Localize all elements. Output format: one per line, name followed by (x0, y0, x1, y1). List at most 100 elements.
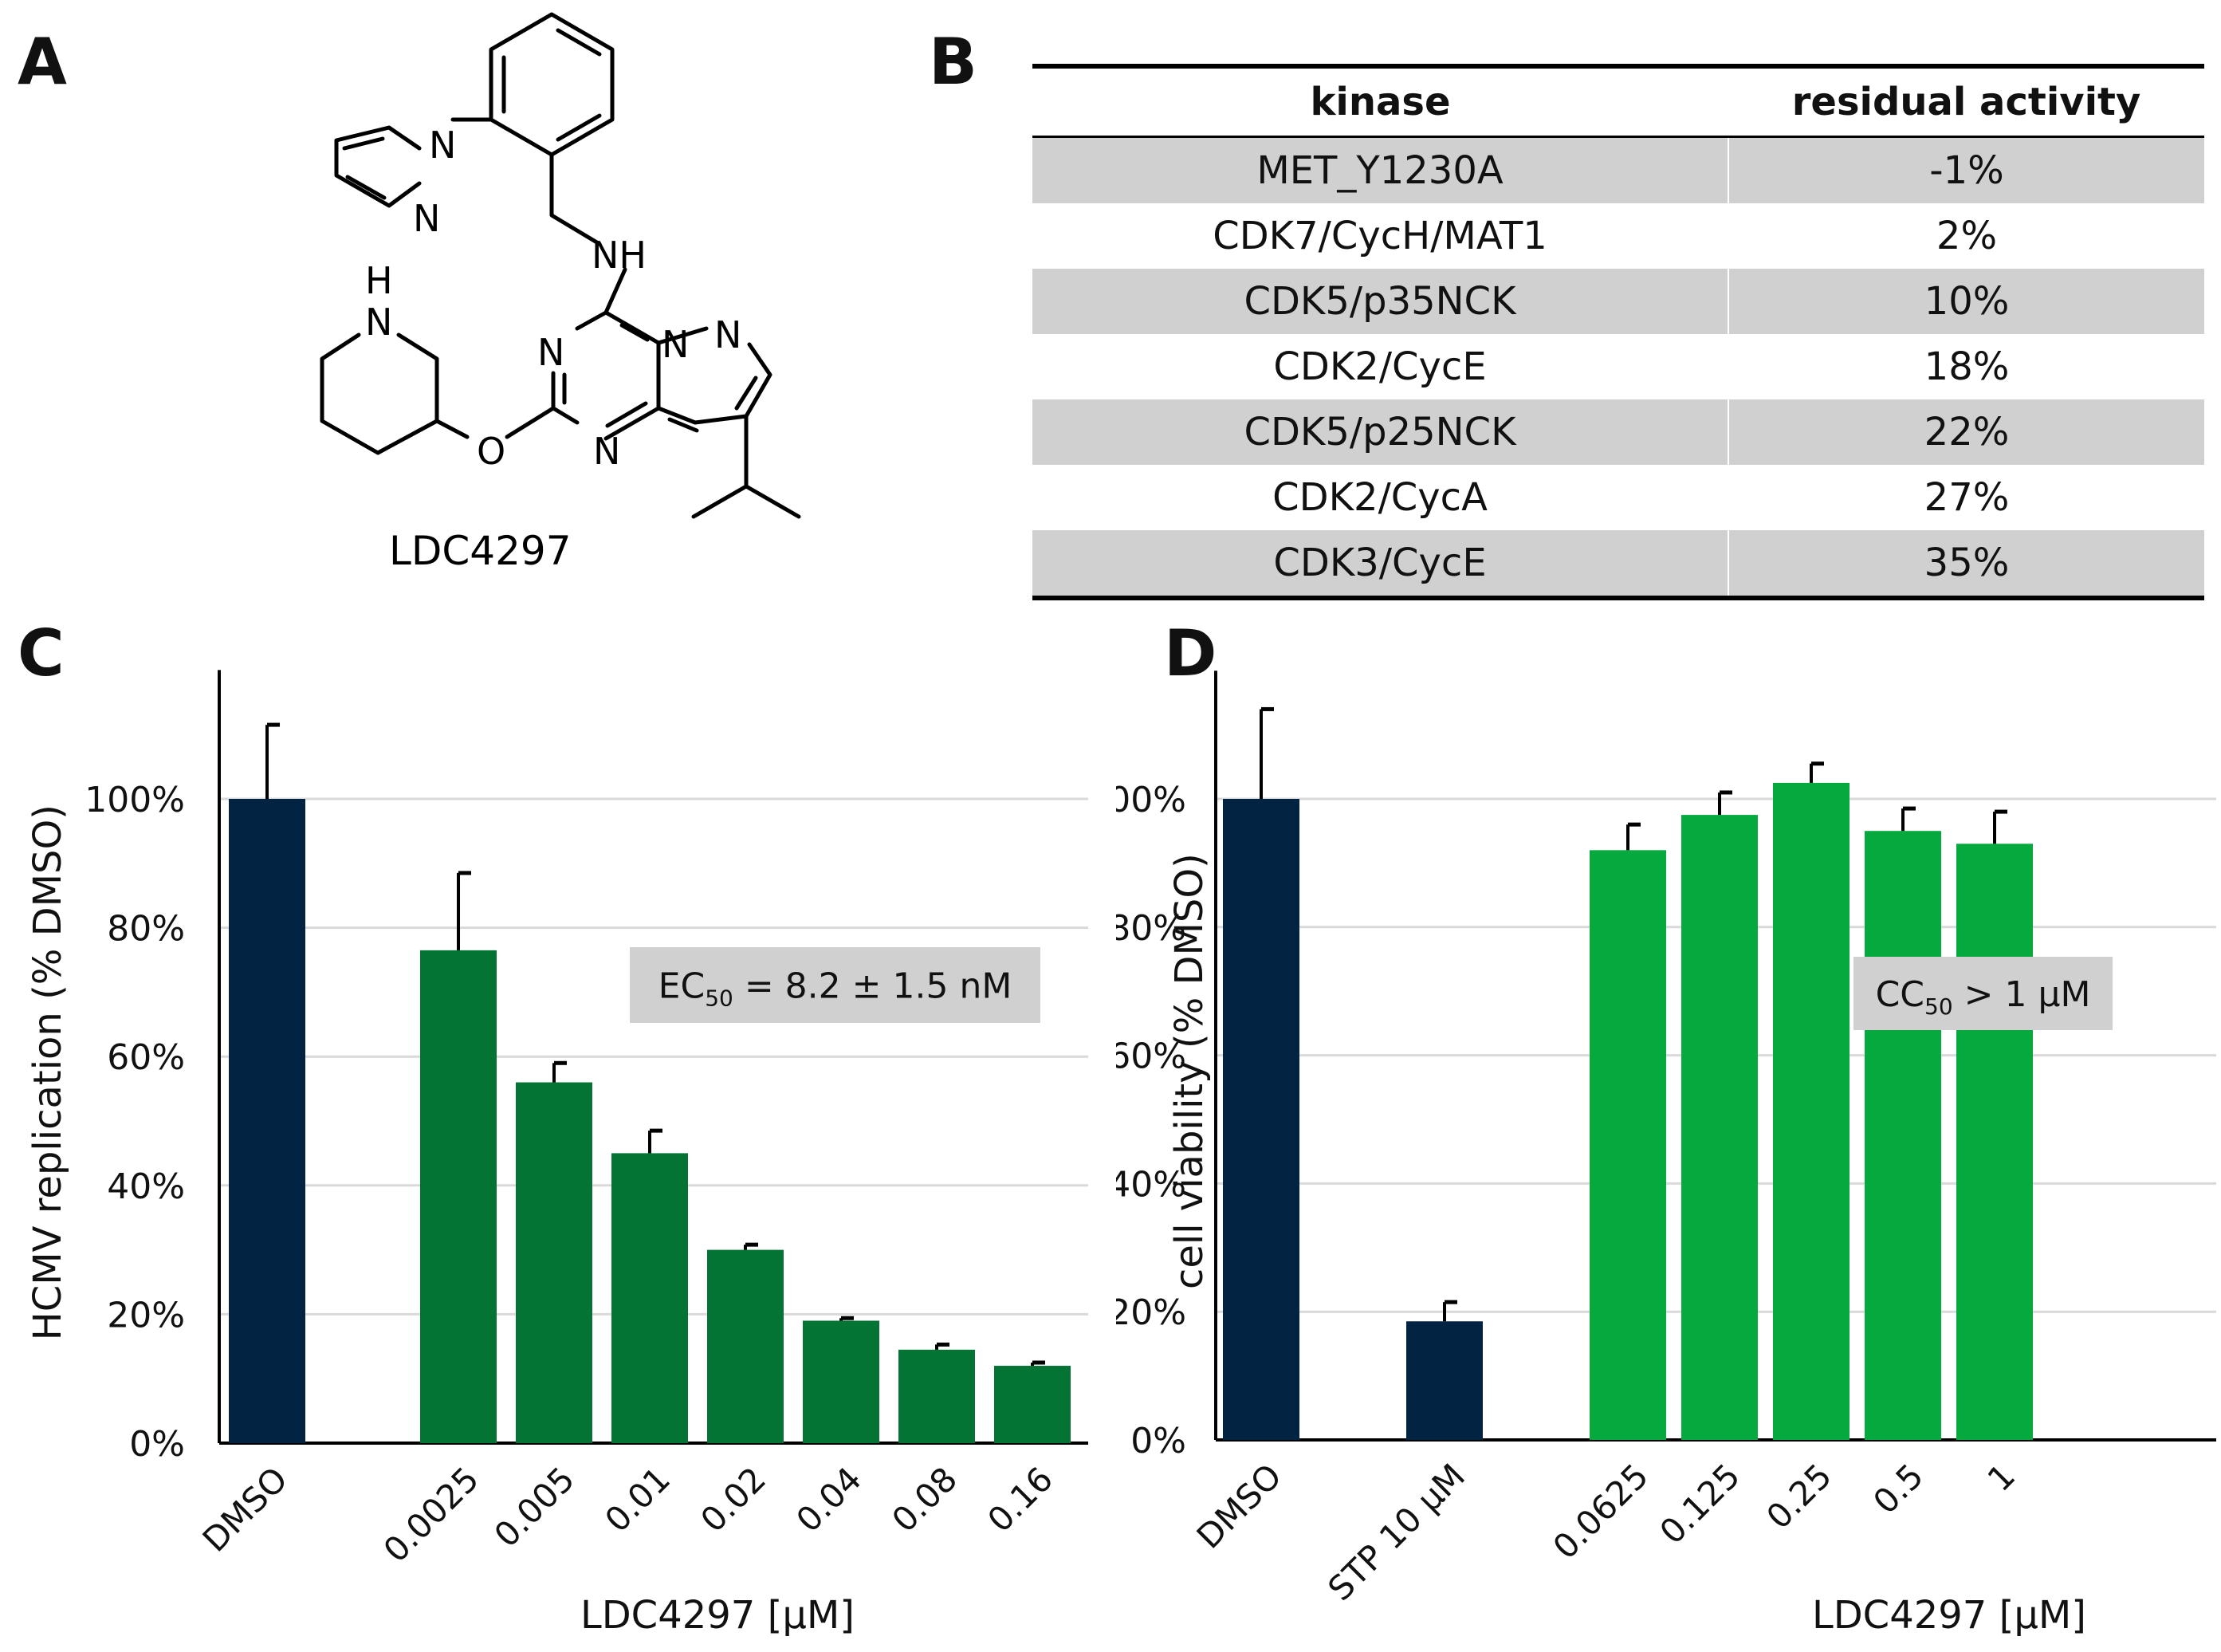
kinase-cell: MET_Y1230A (1032, 136, 1729, 203)
compound-name: LDC4297 (389, 528, 572, 574)
x-tick-label: 0.02 (693, 1459, 773, 1540)
table-row: CDK3/CycE 35% (1032, 530, 2204, 600)
fused-pyrazole-double-bonds (667, 376, 758, 433)
annotation-text: CC50 > 1 µM (1876, 974, 2091, 1020)
activity-cell: 18% (1924, 344, 2010, 389)
table-row: CDK5/p35NCK 10% (1032, 269, 2204, 334)
activity-cell: 27% (1924, 475, 2010, 520)
nh-triazine-bond (603, 267, 627, 315)
y-tick-label: 80% (107, 909, 185, 950)
x-tick-label: 0.125 (1652, 1456, 1747, 1552)
kinase-cell: CDK5/p25NCK (1032, 399, 1729, 465)
activity-cell: 22% (1728, 399, 2204, 465)
table-row: CDK2/CycA 27% (1032, 465, 2204, 530)
x-tick-label: 0.01 (597, 1459, 678, 1540)
x-tick-label: 0.04 (788, 1459, 869, 1540)
benzene-ring (489, 12, 615, 157)
triazine-inner-bonds (562, 323, 650, 428)
ether-bonds (434, 406, 556, 439)
x-tick-label: 0.0625 (1546, 1456, 1657, 1567)
isopropyl-group (691, 414, 801, 519)
bar (1406, 1321, 1483, 1440)
activity-cell: 35% (1728, 530, 2204, 600)
chart-hcmv-replication: 0%20%40%60%80%100%DMSO 0.0025 0.005 0.01 0.0… (26, 670, 1088, 1638)
panel-label-a: A (18, 25, 67, 99)
piperidine-ring (320, 332, 439, 455)
y-tick-label: 0% (1130, 1421, 1186, 1461)
kinase-table: kinase residual activity MET_Y1230A -1% … (1032, 64, 2204, 600)
y-tick-label: 20% (107, 1295, 185, 1335)
table-row: CDK2/CycE 18% (1032, 334, 2204, 399)
activity-cell: 2% (1936, 214, 1998, 258)
y-tick-label: 100% (1116, 780, 1186, 820)
atom-h: H (365, 259, 393, 302)
x-axis-label: LDC4297 [µM] (1812, 1593, 2086, 1638)
bar (611, 1153, 688, 1443)
x-tick-label: 0.16 (980, 1459, 1060, 1540)
table-header-row: kinase residual activity (1032, 64, 2204, 138)
x-tick-label: 0.08 (884, 1459, 965, 1540)
atom-n-triazine-1: N (537, 331, 564, 374)
bar (803, 1320, 879, 1443)
y-tick-label: 0% (129, 1424, 185, 1465)
x-tick-label: DMSO (1189, 1456, 1289, 1556)
x-tick-label: STP 10 µM (1320, 1456, 1472, 1608)
bar (1590, 850, 1666, 1440)
x-tick-label: 0.25 (1759, 1456, 1839, 1536)
x-axis-label: LDC4297 [µM] (580, 1593, 855, 1638)
y-axis-label: HCMV replication (% DMSO) (26, 804, 70, 1340)
kinase-cell: CDK3/CycE (1032, 530, 1729, 600)
panel-label-c: C (18, 616, 65, 690)
kinase-cell: CDK5/p35NCK (1032, 269, 1729, 334)
pyrazole-ring (334, 125, 422, 208)
y-tick-label: 40% (1116, 1164, 1186, 1205)
atom-n2: N (413, 197, 440, 240)
y-tick-label: 100% (85, 780, 185, 820)
activity-cell: -1% (1728, 136, 2204, 203)
y-tick-label: 60% (107, 1037, 185, 1078)
atom-n-piperidine: N (365, 301, 392, 344)
y-tick-label: 40% (107, 1166, 185, 1207)
chart-cell-viability: 0% 20% 40% 60% 80% 100% DMSO STP 10 µM 0.06250.1… (1116, 671, 2216, 1638)
benzene-double-bonds (501, 28, 602, 142)
ch2-bonds (549, 152, 602, 246)
bar (707, 1249, 784, 1443)
x-tick-label: 0.005 (486, 1459, 582, 1555)
chemical-structure: N N NH H N N N N N O LDC4297 (320, 12, 801, 574)
header-residual-activity: residual activity (1728, 64, 2204, 138)
atom-n-triazine-4: N (593, 430, 620, 473)
x-tick-label: 0.0025 (376, 1459, 487, 1570)
kinase-cell: CDK7/CycH/MAT1 (1032, 203, 1729, 269)
atom-n-triazine-3: N (714, 313, 741, 356)
pyrazole-double-bonds (342, 136, 387, 200)
bar (420, 950, 497, 1443)
atom-n-triazine-2: N (662, 323, 689, 366)
bar (994, 1366, 1071, 1443)
panel-label-b: B (929, 25, 977, 99)
atom-o: O (477, 430, 505, 473)
bar (516, 1082, 592, 1443)
atom-nh: NH (592, 234, 647, 277)
y-tick-label: 20% (1116, 1292, 1186, 1333)
annotation-text: EC50 = 8.2 ± 1.5 nM (658, 966, 1012, 1012)
bar (1865, 831, 1941, 1440)
x-tick-label: 1 (1980, 1456, 2023, 1499)
x-tick-label: DMSO (195, 1459, 295, 1559)
bar (229, 799, 305, 1443)
y-tick-label: 80% (1116, 908, 1186, 949)
annotation-box (1853, 957, 2113, 1030)
bar (1681, 815, 1758, 1440)
y-axis-label: cell viability (% DMSO) (1167, 853, 1212, 1289)
header-kinase: kinase (1032, 64, 1728, 138)
kinase-cell: CDK2/CycE (1032, 334, 1729, 399)
bar (1773, 782, 1850, 1440)
annotation-box (630, 947, 1040, 1023)
y-tick-label: 60% (1116, 1036, 1186, 1077)
atom-n1: N (429, 124, 456, 167)
table-row: MET_Y1230A -1% (1032, 136, 2204, 203)
bar (1956, 844, 2033, 1440)
panel-label-d: D (1164, 616, 1217, 690)
kinase-cell: CDK2/CycA (1032, 465, 1729, 530)
table-row: CDK7/CycH/MAT1 2% (1032, 203, 2204, 269)
activity-cell: 10% (1728, 269, 2204, 334)
